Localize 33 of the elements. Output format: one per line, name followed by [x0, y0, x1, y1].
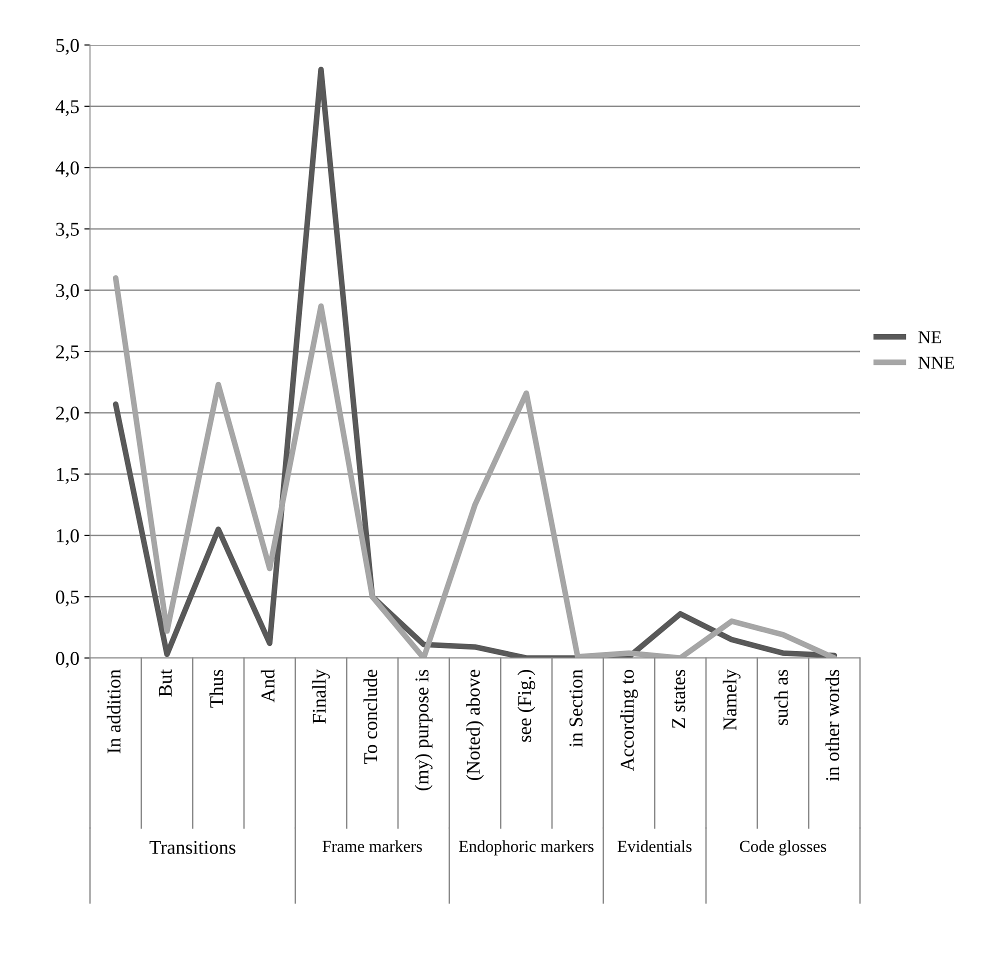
x-tick-label: (Noted) above [466, 670, 484, 780]
y-tick-label: 4,0 [56, 161, 79, 178]
y-tick-label: 0,0 [56, 652, 79, 668]
x-tick-label: such as [774, 670, 788, 726]
y-tick-label: 1,5 [56, 468, 79, 484]
x-tick-label: Finally [312, 669, 330, 724]
y-tick-label: 2,0 [56, 406, 79, 423]
text: Frame markers [322, 840, 422, 852]
x-tick-label: To conclude [364, 670, 378, 764]
text: Transitions [150, 840, 236, 854]
x-tick-label: In addition [106, 669, 121, 754]
text: Code glosses [740, 840, 826, 856]
text: Endophoric markers [459, 840, 594, 856]
x-tick-label: see (Fig.) [517, 670, 536, 742]
y-tick-label: 5,0 [56, 38, 79, 55]
x-tick-label: And [260, 669, 275, 702]
y-tick-label: 3,0 [56, 284, 79, 300]
y-tick-label: 1,0 [56, 529, 79, 546]
y-tick-label: 3,5 [56, 222, 79, 239]
x-tick-label: in Section [569, 669, 583, 748]
x-tick-label: According to [620, 670, 638, 771]
x-tick-label: (my) purpose is [414, 670, 433, 790]
x-tick-label: in other words [826, 670, 840, 782]
y-tick-label: 4,5 [56, 100, 79, 116]
x-tick-label: Thus [210, 670, 224, 708]
y-tick-label: 2,5 [56, 345, 79, 362]
legend-label: NE [918, 331, 941, 344]
x-tick-label: Namely [722, 669, 741, 730]
legend-label: NNE [918, 356, 954, 369]
text: Evidentials [618, 840, 692, 852]
x-tick-label: But [158, 669, 172, 697]
x-tick-label: Z states [672, 670, 686, 728]
y-tick-label: 0,5 [56, 590, 79, 606]
